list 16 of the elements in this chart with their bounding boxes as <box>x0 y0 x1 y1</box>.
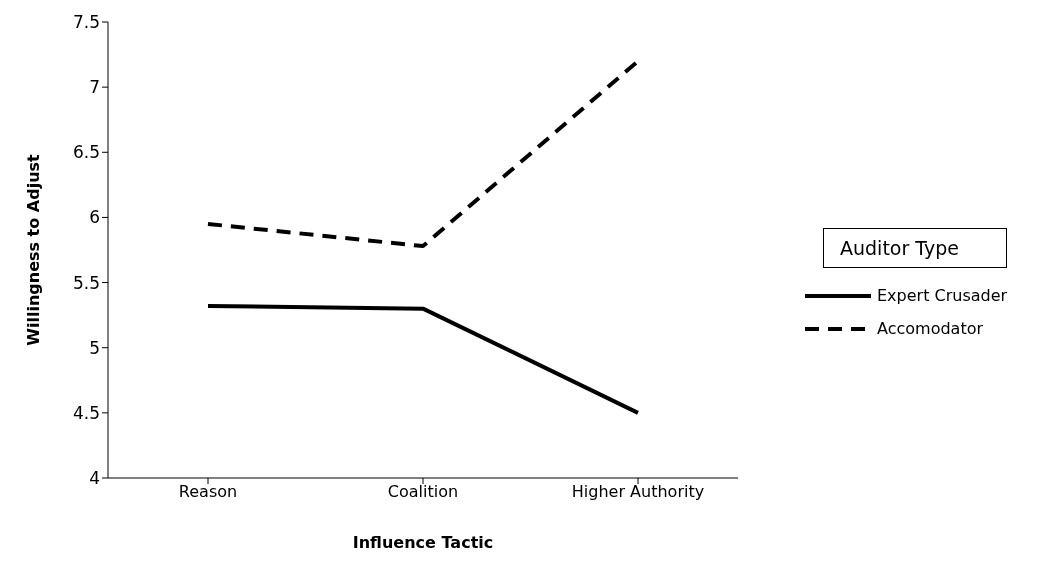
legend-label: Expert Crusader <box>877 286 1008 305</box>
y-tick-label: 5 <box>89 337 100 358</box>
x-tick-label: Reason <box>178 482 238 502</box>
y-tick-label: 6 <box>89 207 100 228</box>
legend-title: Auditor Type <box>823 228 1007 268</box>
x-tick-label: Higher Authority <box>571 482 705 502</box>
x-axis-title: Influence Tactic <box>352 533 494 552</box>
y-tick-label: 7.5 <box>72 12 100 33</box>
y-axis-title: Willingness to Adjust <box>23 153 43 346</box>
y-tick-label: 4.5 <box>72 402 100 423</box>
y-tick-label: 7 <box>89 77 100 98</box>
y-tick-label: 6.5 <box>72 142 100 163</box>
y-tick-label: 4 <box>89 468 100 489</box>
x-tick-label: Coalition <box>387 482 459 502</box>
y-tick-label: 5.5 <box>72 272 100 293</box>
legend-label: Accomodator <box>877 319 984 338</box>
